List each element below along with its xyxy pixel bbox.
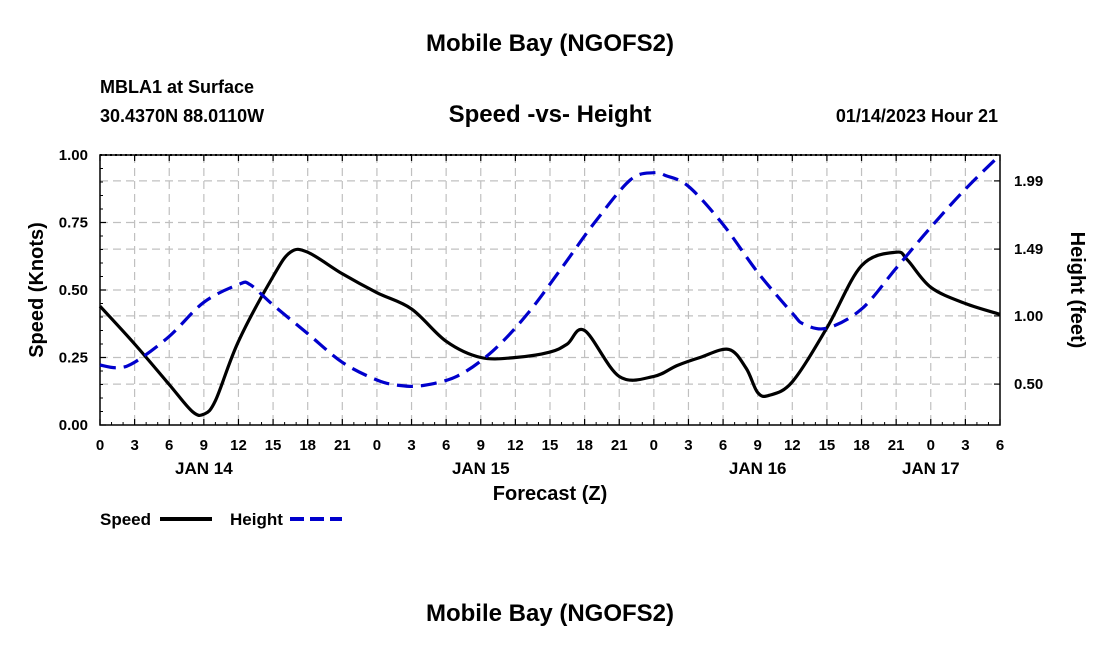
y2-tick-label: 1.49 (1014, 241, 1043, 258)
speed-series-line (98, 247, 1001, 418)
chart-title: Speed -vs- Height (448, 101, 652, 128)
x-tick-label: 0 (927, 437, 935, 454)
x-axis-label: Forecast (Z) (493, 483, 607, 505)
legend: Speed Height (100, 510, 342, 529)
x-tick-label: 0 (96, 437, 104, 454)
legend-speed-label: Speed (100, 510, 151, 529)
y-tick-label: 0.75 (59, 215, 88, 232)
x-tick-label: 3 (961, 437, 969, 454)
date-label: JAN 15 (452, 459, 510, 478)
y2-tick-label: 1.99 (1014, 173, 1043, 190)
y-axis-label: Speed (Knots) (26, 222, 48, 358)
speed-height-chart: 0 3 6 9 12 15 18 21 0 3 6 9 12 15 18 21 0 3 6 9 12 15 18 21 0 3 6J… (26, 147, 1088, 529)
bottom-title: Mobile Bay (NGOFS2) (425, 600, 675, 627)
page-title: Mobile Bay (NGOFS2) (425, 30, 675, 57)
x-tick-label: 6 (442, 437, 450, 454)
x-tick-label: 15 (819, 437, 836, 454)
x-tick-label: 12 (784, 437, 801, 454)
date-label: JAN 14 (175, 459, 233, 478)
y2-axis-label: Height (feet) (1066, 232, 1088, 349)
y-tick-label: 0.50 (59, 282, 88, 299)
x-tick-label: 3 (684, 437, 692, 454)
x-tick-label: 6 (165, 437, 173, 454)
x-tick-label: 12 (230, 437, 247, 454)
station-coords: 30.4370N 88.0110W (100, 106, 265, 126)
x-tick-label: 21 (334, 437, 351, 454)
x-tick-label: 18 (299, 437, 316, 454)
x-tick-label: 12 (507, 437, 524, 454)
forecast-datetime: 01/14/2023 Hour 21 (835, 106, 998, 126)
x-tick-label: 18 (576, 437, 593, 454)
y2-tick-label: 0.50 (1014, 376, 1043, 393)
x-tick-label: 9 (200, 437, 208, 454)
series-layer (98, 153, 1002, 418)
x-tick-label: 15 (265, 437, 282, 454)
x-tick-label: 9 (477, 437, 485, 454)
x-tick-label: 0 (650, 437, 658, 454)
x-tick-label: 0 (373, 437, 381, 454)
date-label: JAN 16 (729, 459, 787, 478)
x-tick-label: 15 (542, 437, 559, 454)
x-tick-label: 6 (719, 437, 727, 454)
legend-height-label: Height (230, 510, 283, 529)
y-tick-label: 0.00 (59, 417, 88, 434)
x-tick-label: 3 (407, 437, 415, 454)
y-tick-label: 0.25 (59, 350, 88, 367)
x-tick-label: 9 (754, 437, 762, 454)
axes: 0 3 6 9 12 15 18 21 0 3 6 9 12 15 18 21 0 3 6 9 12 15 18 21 0 3 6J… (59, 147, 1043, 478)
height-series-line (99, 153, 1002, 388)
station-label: MBLA1 at Surface (100, 77, 255, 97)
x-tick-label: 6 (996, 437, 1004, 454)
y2-tick-label: 1.00 (1014, 308, 1043, 325)
grid-lines (100, 155, 1000, 425)
y-tick-label: 1.00 (59, 147, 88, 164)
x-tick-label: 3 (130, 437, 138, 454)
x-tick-label: 18 (853, 437, 870, 454)
x-tick-label: 21 (611, 437, 628, 454)
date-label: JAN 17 (902, 459, 960, 478)
x-tick-label: 21 (888, 437, 905, 454)
